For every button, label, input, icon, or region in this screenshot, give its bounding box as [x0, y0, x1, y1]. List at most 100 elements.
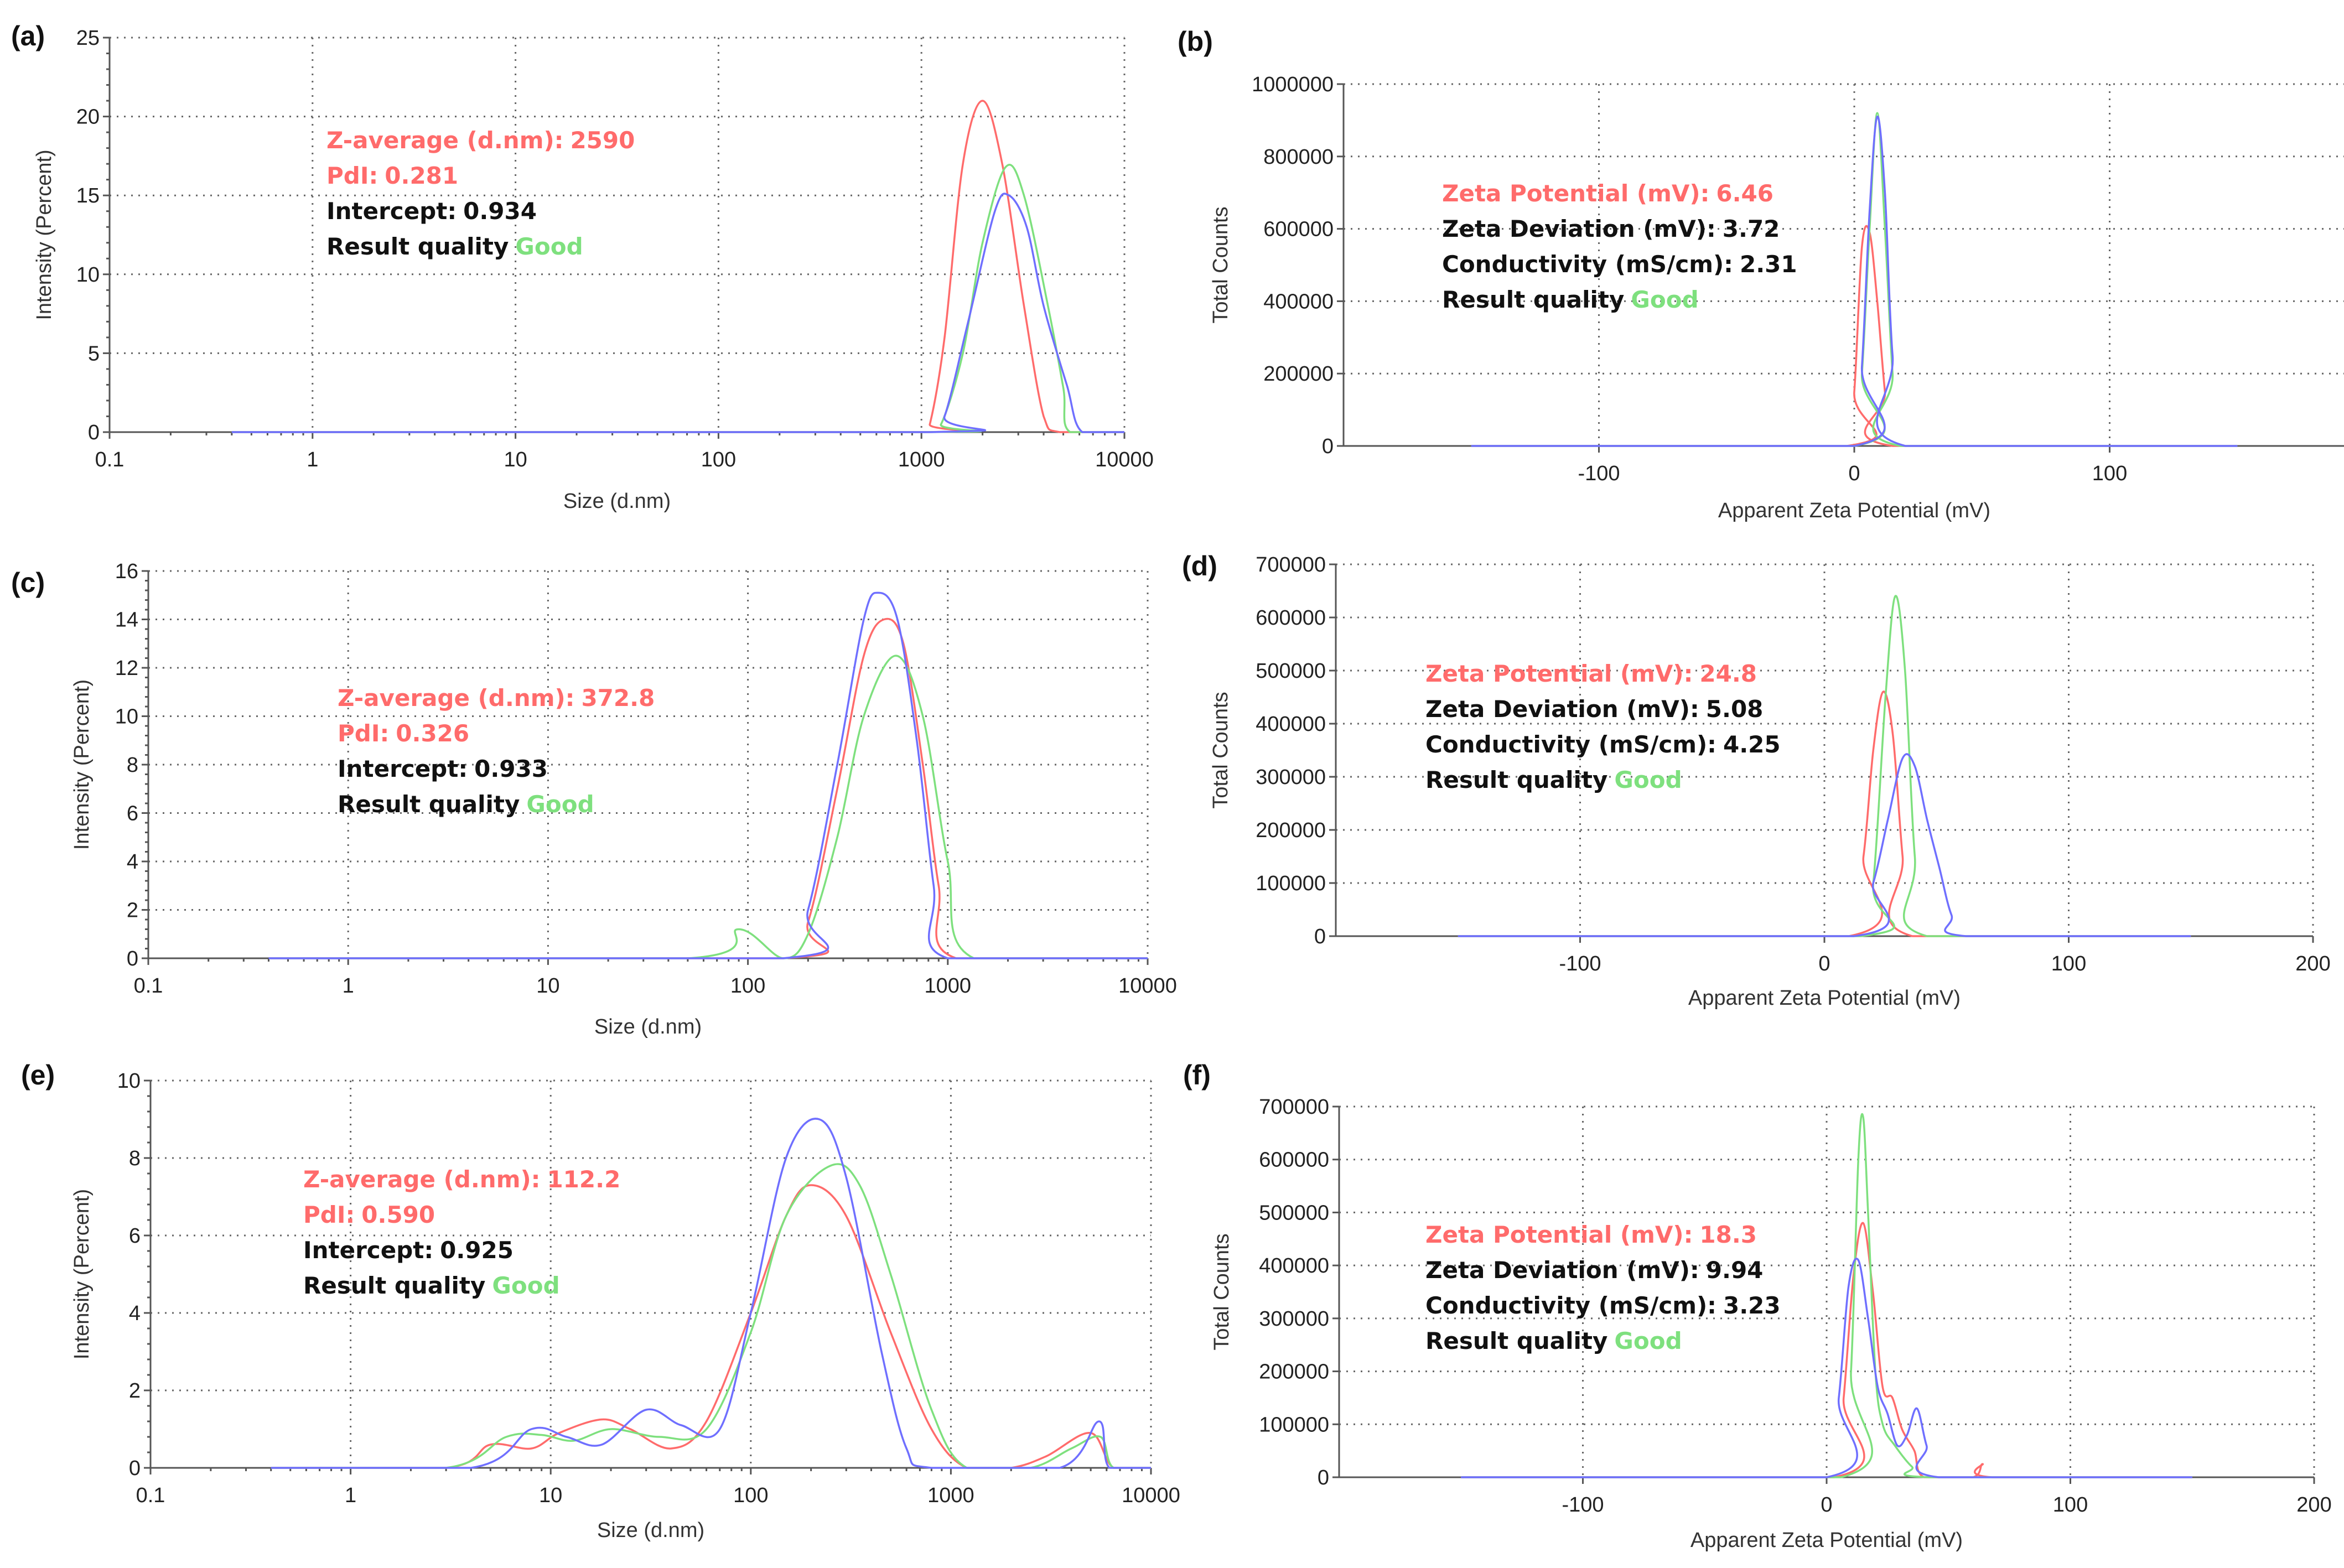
annotation-value: Good	[1631, 286, 1698, 313]
annotation-line: Zeta Deviation (mV): 3.72	[1442, 215, 1780, 242]
x-tick-label: 10	[539, 1484, 562, 1507]
y-tick-label: 600000	[1256, 606, 1326, 630]
y-tick-label: 200000	[1263, 362, 1334, 386]
x-tick-label: 100	[730, 974, 765, 998]
y-tick-label: 200000	[1256, 819, 1326, 842]
x-tick-label: 100	[701, 448, 736, 471]
annotation-value: 2.31	[1740, 251, 1797, 278]
annotation-label: PdI:	[326, 162, 378, 189]
y-tick-label: 400000	[1256, 713, 1326, 736]
y-axis-label: Intensity (Percent)	[70, 679, 94, 850]
annotation-label: Zeta Deviation (mV):	[1425, 1257, 1699, 1284]
y-tick-label: 300000	[1256, 766, 1326, 789]
annotation-value: 2590	[570, 127, 635, 154]
y-tick-label: 300000	[1259, 1307, 1329, 1331]
x-tick-label: 0	[1848, 462, 1860, 485]
x-tick-label: 100	[2051, 952, 2086, 975]
y-tick-label: 5	[88, 342, 100, 365]
annotation-line: Conductivity (mS/cm): 4.25	[1425, 731, 1781, 758]
x-tick-label: 10	[536, 974, 559, 998]
annotation-value: 0.590	[361, 1201, 435, 1228]
annotation-line: Conductivity (mS/cm): 2.31	[1442, 251, 1797, 278]
y-tick-label: 14	[115, 609, 138, 632]
annotation-value: 0.281	[385, 162, 458, 189]
annotation-line: PdI: 0.590	[303, 1201, 435, 1228]
y-tick-label: 2	[129, 1379, 141, 1403]
x-tick-label: -100	[1562, 1493, 1604, 1517]
annotation-label: Z-average (d.nm):	[326, 127, 563, 154]
y-axis-label: Total Counts	[1209, 692, 1232, 808]
x-tick-label: -100	[1578, 462, 1620, 485]
annotation-line: Result quality Good	[326, 233, 583, 260]
y-tick-label: 20	[76, 106, 100, 129]
x-tick-label: 1000	[898, 448, 945, 471]
panel-e: (e) 0 2 4 6 8 10 0.1 1 10 100 1000 10000 Size (d.nm) I…	[21, 1060, 1180, 1542]
x-tick-label: 200	[2296, 1493, 2331, 1517]
x-tick-label: 10000	[1095, 448, 1154, 471]
annotation-label: PdI:	[303, 1201, 355, 1228]
annotation-value: 9.94	[1706, 1257, 1764, 1284]
x-tick-label: 200	[2295, 952, 2330, 975]
annotation-label: Intercept:	[303, 1237, 433, 1264]
annotation-label: Z-average (d.nm):	[303, 1166, 540, 1193]
annotation-label: Result quality	[303, 1272, 485, 1299]
annotation-label: Z-average (d.nm):	[338, 684, 574, 712]
annotation-line: Z-average (d.nm): 2590	[326, 127, 635, 154]
panel-label: (b)	[1178, 26, 1213, 57]
y-tick-label: 0	[88, 421, 100, 444]
annotation-value: 112.2	[547, 1166, 620, 1193]
x-tick-label: 10	[504, 448, 527, 471]
x-tick-label: 0	[1818, 952, 1830, 975]
x-tick-label: 0.1	[95, 448, 125, 471]
y-tick-label: 600000	[1263, 218, 1334, 241]
panel-f: (f) 0 100000 200000 300000 400000 500000 600000…	[1183, 1060, 2332, 1552]
x-tick-label: 0.1	[134, 974, 163, 998]
annotation-line: Zeta Deviation (mV): 5.08	[1425, 695, 1763, 723]
annotation-line: Z-average (d.nm): 372.8	[338, 684, 655, 712]
annotation-value: 0.933	[474, 755, 548, 782]
annotation-value: Good	[1614, 766, 1682, 793]
x-tick-label: 0	[1821, 1493, 1832, 1517]
annotation-line: Result quality Good	[1442, 286, 1699, 313]
series-line-3	[1461, 1258, 2192, 1478]
annotation-label: Conductivity (mS/cm):	[1425, 731, 1716, 758]
y-tick-label: 0	[1314, 925, 1326, 948]
y-tick-label: 8	[129, 1147, 141, 1170]
y-tick-label: 1000000	[1252, 73, 1334, 96]
annotation-line: Conductivity (mS/cm): 3.23	[1425, 1292, 1781, 1319]
y-axis-label: Intensity (Percent)	[70, 1189, 94, 1359]
annotation-label: Result quality	[1442, 286, 1624, 313]
x-tick-label: 1000	[927, 1484, 974, 1507]
y-tick-label: 16	[115, 560, 138, 583]
annotation-value: Good	[492, 1272, 559, 1299]
x-tick-label: 1	[343, 974, 354, 998]
annotation-label: Zeta Potential (mV):	[1425, 660, 1693, 687]
y-tick-label: 800000	[1263, 146, 1334, 169]
x-tick-label: 1000	[925, 974, 972, 998]
x-tick-label: 1	[345, 1484, 356, 1507]
panel-label: (a)	[11, 20, 45, 51]
x-axis-label: Apparent Zeta Potential (mV)	[1690, 1529, 1963, 1552]
annotation-label: Zeta Deviation (mV):	[1442, 215, 1716, 242]
y-tick-label: 15	[76, 184, 100, 207]
annotation-value: 18.3	[1699, 1221, 1757, 1248]
y-tick-label: 8	[127, 754, 138, 777]
x-tick-label: 100	[2053, 1493, 2088, 1517]
series-line-1	[1458, 690, 2191, 937]
annotation-value: 0.326	[396, 720, 469, 747]
series-line-3	[231, 193, 1124, 433]
x-tick-label: 0.1	[136, 1484, 165, 1507]
x-tick-label: 1	[307, 448, 318, 471]
y-tick-label: 500000	[1259, 1201, 1329, 1224]
series-line-3	[271, 1118, 1151, 1469]
x-axis-label: Apparent Zeta Potential (mV)	[1718, 499, 1990, 522]
annotation-line: Z-average (d.nm): 112.2	[303, 1166, 620, 1193]
annotation-label: Zeta Potential (mV):	[1442, 180, 1709, 207]
y-tick-label: 10	[115, 705, 138, 729]
annotation-line: Intercept: 0.925	[303, 1237, 514, 1264]
annotation-value: 3.72	[1723, 215, 1780, 242]
x-axis-label: Size (d.nm)	[563, 490, 671, 513]
x-axis-label: Size (d.nm)	[597, 1519, 704, 1542]
y-tick-label: 400000	[1263, 290, 1334, 313]
